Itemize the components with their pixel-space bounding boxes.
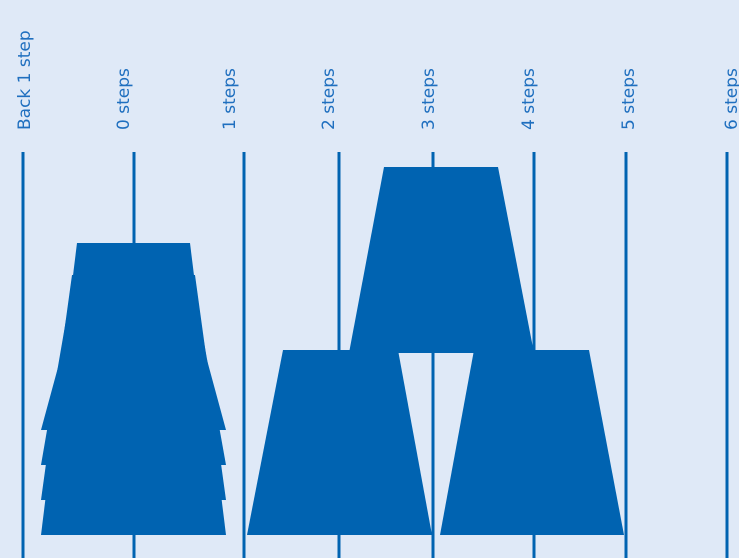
stacked-cup-4	[41, 360, 226, 430]
cup-pyramid	[247, 167, 624, 535]
step-label-4: 4 steps	[519, 68, 539, 130]
step-label-2: 2 steps	[319, 68, 339, 130]
left-cup-stack	[41, 243, 226, 535]
step-label-0: 0 steps	[114, 68, 134, 130]
step-labels: Back 1 step 0 steps 1 steps 2 steps 3 st…	[15, 30, 739, 130]
step-label-1: 1 steps	[220, 68, 240, 130]
step-label-back-1: Back 1 step	[15, 30, 35, 130]
step-label-3: 3 steps	[419, 68, 439, 130]
pyramid-top-cup	[349, 167, 534, 353]
step-label-6: 6 steps	[722, 68, 739, 130]
pyramid-bottom-left-cup	[247, 350, 432, 535]
step-label-5: 5 steps	[619, 68, 639, 130]
pyramid-bottom-right-cup	[440, 350, 624, 535]
